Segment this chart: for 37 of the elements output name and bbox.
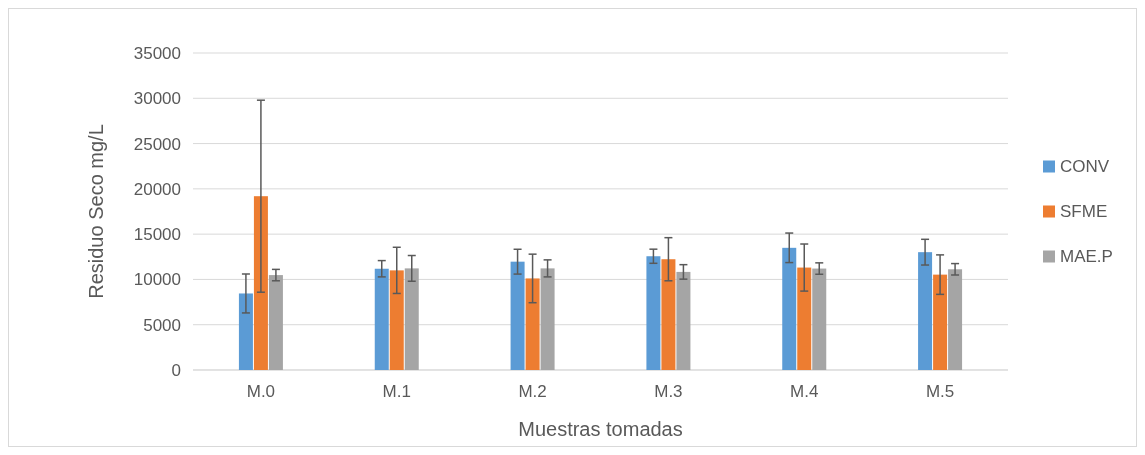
- bar: [253, 196, 268, 370]
- x-tick-label: M.4: [790, 382, 819, 401]
- x-tick-label: M.1: [382, 382, 411, 401]
- bar: [389, 270, 404, 370]
- legend-label: SFME: [1060, 202, 1108, 222]
- bar: [374, 268, 389, 370]
- y-tick-label: 15000: [133, 225, 181, 245]
- y-tick-label: 25000: [133, 134, 181, 154]
- y-tick-label: 35000: [133, 43, 181, 63]
- y-axis-title: Residuo Seco mg/L: [85, 124, 107, 299]
- legend-label: MAE.P: [1060, 247, 1113, 267]
- bar: [238, 293, 253, 370]
- x-tick-label: M.0: [246, 382, 276, 401]
- y-tick-label: 20000: [133, 179, 181, 199]
- bar: [525, 278, 540, 370]
- bar: [510, 261, 525, 370]
- bar: [933, 274, 948, 370]
- bar: [404, 268, 419, 370]
- bar: [918, 252, 933, 370]
- bar: [948, 269, 963, 370]
- y-tick-label: 30000: [133, 89, 181, 109]
- bar: [540, 268, 555, 370]
- x-tick-label: M.2: [518, 382, 547, 401]
- bar: [782, 247, 797, 370]
- y-tick-label: 5000: [143, 315, 181, 335]
- x-tick-label: M.5: [925, 382, 955, 401]
- x-axis-title: Muestras tomadas: [518, 418, 683, 440]
- bar: [812, 268, 827, 370]
- bar: [676, 271, 691, 370]
- bar: [661, 259, 676, 370]
- y-tick-label: 0: [171, 360, 181, 380]
- bar: [268, 275, 283, 370]
- bar: [797, 267, 812, 370]
- y-tick-label: 10000: [133, 270, 181, 290]
- x-tick-label: M.3: [654, 382, 683, 401]
- legend-label: CONV: [1060, 157, 1110, 177]
- bar: [646, 256, 661, 370]
